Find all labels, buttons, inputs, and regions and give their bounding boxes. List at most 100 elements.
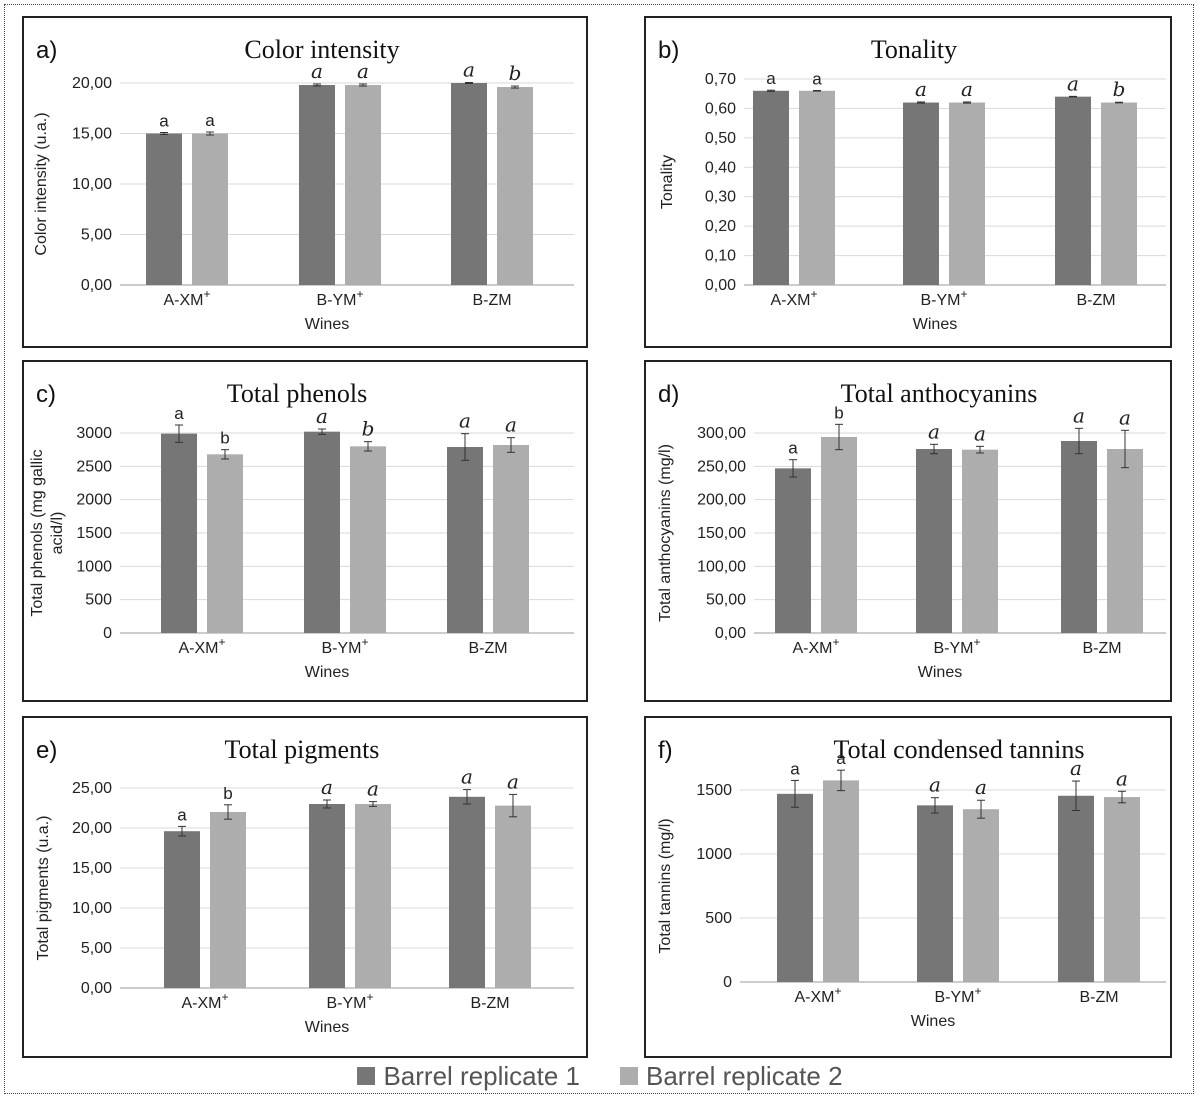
bar <box>1061 441 1097 633</box>
chart-panel-d: d) Total anthocyanins 0,00 50,00 100,00 150,0… <box>644 360 1172 702</box>
significance-letter: a <box>174 404 184 423</box>
significance-letter: a <box>915 77 927 101</box>
y-axis-label: Color intensity (u.a.) <box>33 112 50 255</box>
y-tick-label: 0,00 <box>705 277 736 294</box>
bar <box>146 133 182 285</box>
y-tick-label: 0,00 <box>715 625 746 642</box>
significance-letter: b <box>834 403 843 422</box>
y-tick-label: 10,00 <box>72 900 112 917</box>
bar <box>299 85 335 286</box>
bar <box>1058 795 1094 982</box>
bar <box>309 804 345 988</box>
bar <box>823 780 859 982</box>
x-axis-label: Wines <box>305 316 349 333</box>
legend-swatch-replicate-1 <box>357 1067 376 1085</box>
chart-svg: a) Color intensity 0,00 5,00 10,00 15,00 20,00… <box>22 16 588 348</box>
category-label: A-XM+ <box>794 984 841 1006</box>
bar <box>799 90 835 286</box>
category-label: B-ZM <box>1076 292 1115 309</box>
y-tick-label: 0,10 <box>705 248 736 265</box>
panel-label: a) <box>36 37 57 64</box>
legend-item-replicate-2: Barrel replicate 2 <box>620 1061 843 1092</box>
bar <box>451 83 487 285</box>
category-label: A-XM+ <box>163 287 210 309</box>
significance-letter: b <box>509 61 522 85</box>
significance-letter: a <box>1119 405 1131 429</box>
y-tick-label: 0 <box>103 625 112 642</box>
y-axis-label: Total pigments (u.a.) <box>35 816 52 961</box>
bar <box>161 433 197 633</box>
significance-letter: a <box>1116 766 1128 790</box>
significance-letter: b <box>223 784 232 803</box>
chart-svg: e) Total pigments 0,00 5,00 10,00 15,00 20,00 2… <box>22 716 588 1058</box>
panel-label: c) <box>36 381 56 408</box>
significance-letter: a <box>459 409 471 433</box>
y-tick-label: 0,20 <box>705 218 736 235</box>
category-label: A-XM+ <box>792 635 839 657</box>
y-tick-label: 1500 <box>76 525 112 542</box>
significance-letter: a <box>159 111 169 130</box>
y-tick-label: 15,00 <box>72 860 112 877</box>
chart-panel-a: a) Color intensity 0,00 5,00 10,00 15,00 20,00… <box>22 16 588 348</box>
bar <box>449 796 485 988</box>
significance-letter: a <box>311 59 323 83</box>
y-tick-label: 0 <box>723 974 732 991</box>
significance-letter: a <box>836 749 846 768</box>
legend: Barrel replicate 1 Barrel replicate 2 <box>0 1058 1200 1094</box>
y-tick-label: 15,00 <box>72 126 112 143</box>
category-label: B-YM+ <box>316 287 363 309</box>
bar <box>917 805 953 982</box>
bar <box>495 805 531 988</box>
y-tick-label: 0,00 <box>81 277 112 294</box>
significance-letter: a <box>1073 403 1085 427</box>
chart-panel-c: c) Total phenols 0 500 1000 1500 2000 2500 3000 T… <box>22 360 588 702</box>
bar <box>1107 449 1143 633</box>
category-label: B-ZM <box>1079 989 1118 1006</box>
bar <box>821 437 857 633</box>
bar <box>345 85 381 286</box>
chart-panel-f: f) Total condensed tannins 0 500 1000 1500 Tot… <box>644 716 1172 1058</box>
legend-label-replicate-2: Barrel replicate 2 <box>646 1060 843 1091</box>
y-tick-label: 5,00 <box>81 940 112 957</box>
chart-title: Total pigments <box>225 735 380 764</box>
panel-label: b) <box>658 37 679 64</box>
category-label: B-YM+ <box>933 635 980 657</box>
y-tick-label: 2500 <box>76 458 112 475</box>
y-tick-label: 0,00 <box>81 980 112 997</box>
y-tick-label: 500 <box>85 592 112 609</box>
y-tick-label: 0,40 <box>705 159 736 176</box>
y-tick-label: 5,00 <box>81 227 112 244</box>
bar <box>753 90 789 286</box>
bar <box>963 809 999 982</box>
category-label: B-YM+ <box>321 635 368 657</box>
y-tick-label: 25,00 <box>72 780 112 797</box>
y-tick-label: 250,00 <box>697 458 746 475</box>
significance-letter: a <box>177 805 187 824</box>
significance-letter: a <box>788 439 798 458</box>
bar <box>777 793 813 982</box>
bar <box>164 831 200 988</box>
category-label: B-ZM <box>1082 640 1121 657</box>
significance-letter: a <box>321 775 333 799</box>
significance-letter: a <box>790 759 800 778</box>
bar <box>493 445 529 633</box>
significance-letter: a <box>766 69 776 88</box>
y-tick-label: 0,50 <box>705 130 736 147</box>
significance-letter: a <box>205 111 215 130</box>
panel-label: f) <box>658 737 673 764</box>
bar <box>497 87 533 285</box>
significance-letter: a <box>1070 756 1082 780</box>
bar <box>304 431 340 633</box>
y-tick-label: 0,30 <box>705 189 736 206</box>
bar <box>207 454 243 633</box>
category-label: B-YM+ <box>920 287 967 309</box>
y-tick-label: 0,60 <box>705 100 736 117</box>
figure-frame <box>4 4 1194 1094</box>
significance-letter: a <box>367 777 379 801</box>
y-axis-label: Total anthocyanins (mg/l) <box>657 444 674 622</box>
significance-letter: a <box>961 77 973 101</box>
panel-border <box>22 16 588 348</box>
y-tick-label: 1500 <box>696 782 732 799</box>
bar <box>962 449 998 633</box>
y-axis-label: Total phenols (mg gallic <box>29 449 46 616</box>
